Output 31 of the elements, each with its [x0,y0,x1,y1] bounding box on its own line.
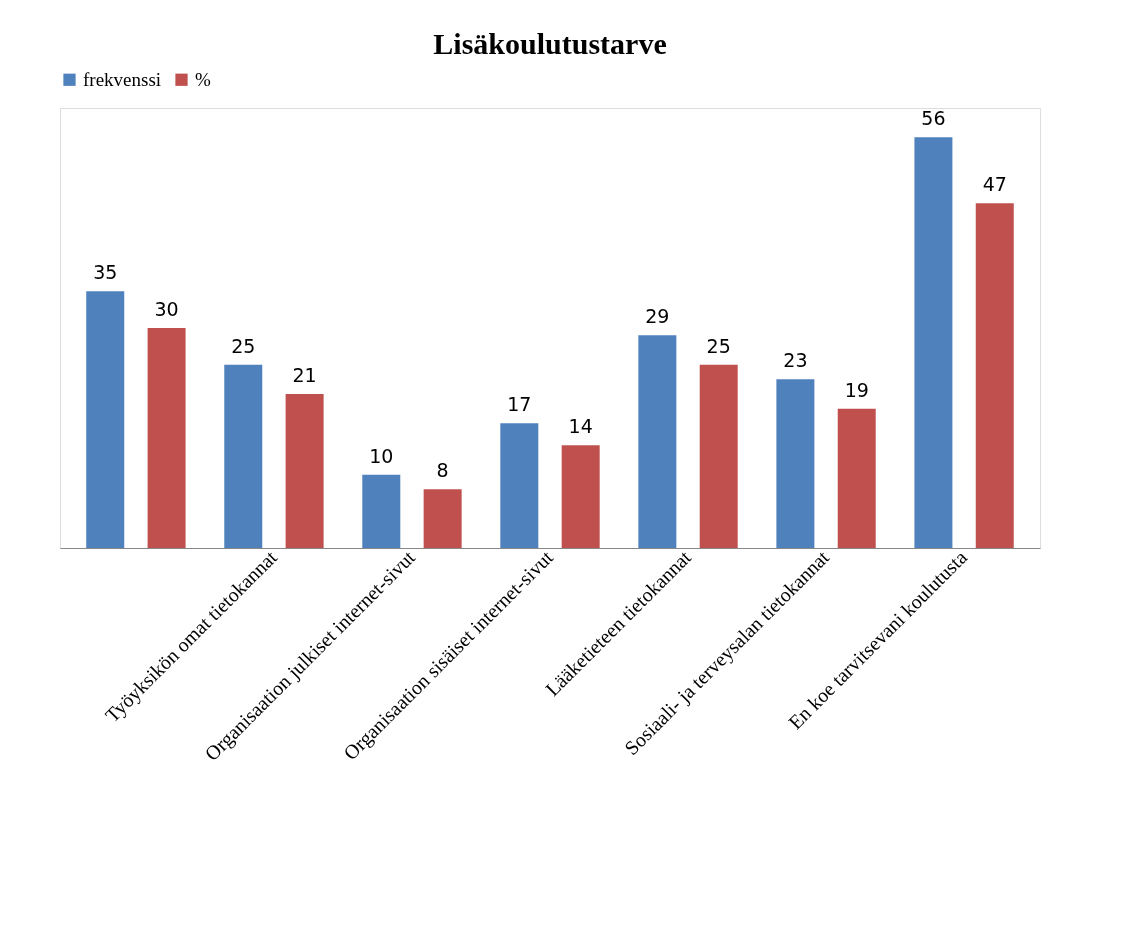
data-label: 17 [507,393,532,416]
data-label: 47 [982,173,1007,196]
bar [285,394,324,548]
data-label: 35 [93,261,118,284]
data-label: 30 [154,298,179,320]
bar [699,364,738,548]
bar [914,137,953,548]
bar [224,364,263,548]
data-label: 56 [921,107,946,130]
bar [837,408,876,548]
data-label: 21 [292,364,317,386]
bar [147,328,186,548]
bar [975,203,1014,548]
chart-title: Lisäkoulutustarve [433,27,667,60]
bar [561,445,600,548]
data-label: 25 [231,334,256,357]
bar [776,379,815,548]
bar [423,489,462,548]
data-label: 25 [706,334,731,357]
data-label: 14 [568,415,593,438]
bar [638,335,677,548]
bar [500,423,539,548]
data-label: 19 [844,378,869,401]
legend-label: % [195,68,211,90]
data-label: 10 [369,444,394,467]
bar [362,474,401,548]
data-label: 8 [436,459,449,482]
bar [86,291,125,548]
data-label: 23 [783,349,808,372]
data-label: 29 [645,305,670,328]
legend-label: frekvenssi [83,68,162,90]
